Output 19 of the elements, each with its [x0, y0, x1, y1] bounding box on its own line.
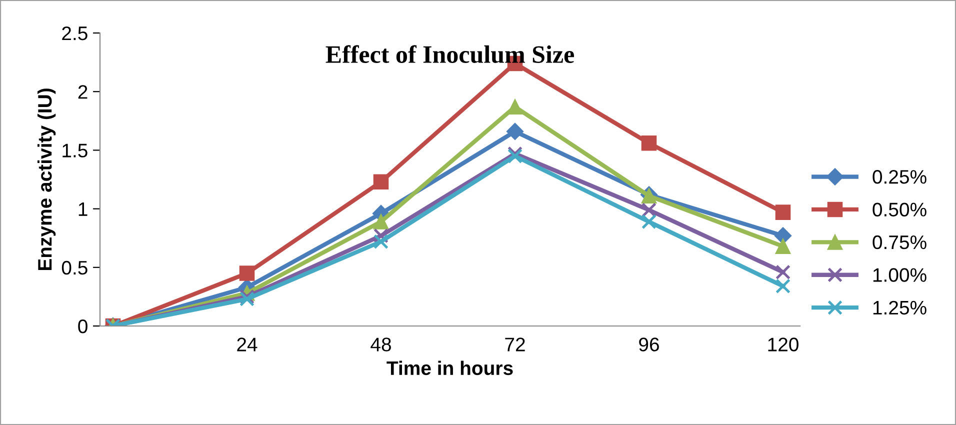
- x-tick-label: 96: [639, 338, 659, 352]
- legend-label: 0.50%: [872, 202, 926, 216]
- y-tick-label: 0: [78, 319, 88, 334]
- x-tick-label: 48: [370, 338, 391, 352]
- chart-title: Effect of Inoculum Size: [326, 45, 574, 64]
- legend-label: 1.25%: [873, 300, 926, 315]
- y-tick-label: 1: [78, 202, 88, 216]
- legend-label: 0.75%: [872, 235, 926, 250]
- y-tick-label: 2: [78, 85, 88, 99]
- y-tick-label: 2.5: [62, 26, 88, 40]
- legend-label: 1.00%: [873, 268, 926, 282]
- y-tick-label: 1.5: [62, 144, 88, 158]
- x-tick-label: 120: [768, 338, 798, 352]
- x-tick-label: 24: [237, 338, 258, 352]
- x-tick-label: 72: [505, 338, 525, 352]
- legend-label: 0.25%: [872, 170, 926, 184]
- y-tick-label: 0.5: [62, 260, 88, 275]
- y-axis-title: Enzyme activity (IU): [37, 88, 56, 270]
- x-axis-title: Time in hours: [386, 360, 513, 376]
